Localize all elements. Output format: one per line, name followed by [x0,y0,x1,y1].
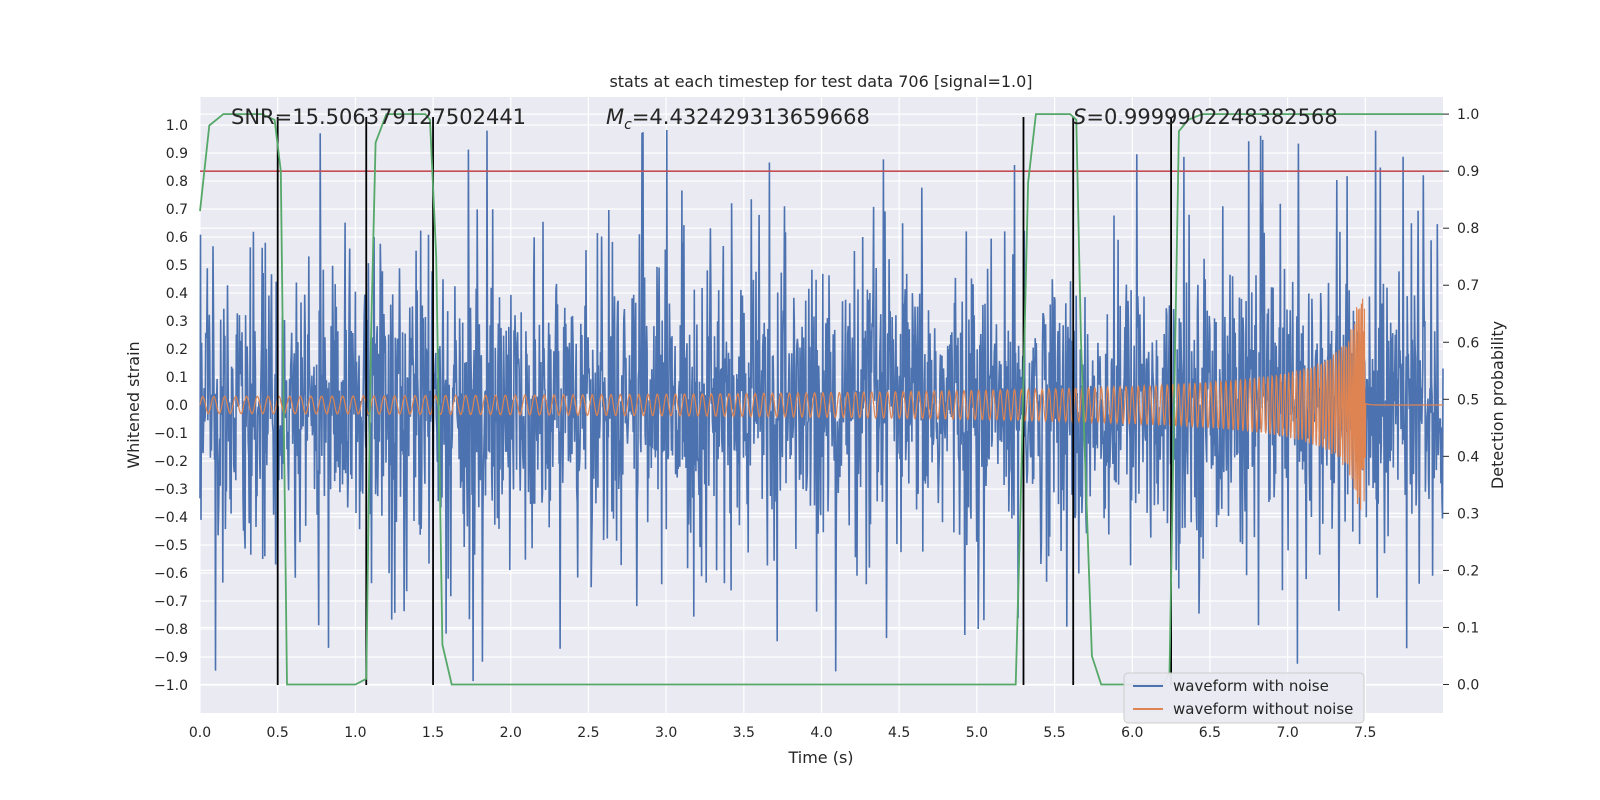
y-tick-label: −0.6 [154,566,188,582]
x-tick-label: 0.5 [267,725,289,741]
chirp-mass-subscript: c [624,117,632,133]
y2-tick-label: 0.5 [1457,392,1479,408]
y2-tick-label: 0.1 [1457,620,1479,636]
x-tick-label: 1.0 [344,725,366,741]
y2-axis-label: Detection probability [1488,321,1507,489]
y-tick-label: 0.4 [166,286,188,302]
x-tick-label: 4.0 [810,725,832,741]
x-tick-label: 3.5 [733,725,755,741]
y-tick-label: 0.8 [166,174,188,190]
x-tick-label: 4.5 [888,725,910,741]
y2-tick-label: 0.7 [1457,278,1479,294]
y-tick-label: −0.2 [154,454,188,470]
x-tick-label: 5.5 [1043,725,1065,741]
y-tick-label: 0.1 [166,370,188,386]
y-tick-label: −0.5 [154,538,188,554]
y2-tick-label: 0.9 [1457,164,1479,180]
y-tick-label: 0.2 [166,342,188,358]
x-tick-label: 7.5 [1354,725,1376,741]
legend-label-noise: waveform with noise [1173,677,1329,695]
x-axis-label: Time (s) [787,748,853,767]
y-tick-label: −0.9 [154,650,188,666]
y2-tick-label: 1.0 [1457,107,1479,123]
legend-box [1123,672,1365,724]
series-waveform-without-noise [199,298,1443,510]
y-tick-label: −1.0 [154,678,188,694]
y2-tick-label: 0.3 [1457,506,1479,522]
chirp-mass-value: =4.432429313659668 [632,105,870,129]
snr-annotation: SNR=15.506379127502441 [231,105,526,129]
y-tick-label: 0.6 [166,230,188,246]
y2-tick-label: 0.6 [1457,335,1479,351]
chart-title: stats at each timestep for test data 706… [609,72,1032,91]
score-symbol: S [1073,105,1086,129]
chirp-mass-annotation: Mc=4.432429313659668 [606,105,870,133]
y-tick-label: 0.0 [166,398,188,414]
x-tick-label: 7.0 [1276,725,1298,741]
y-tick-label: 1.0 [166,118,188,134]
x-tick-label: 0.0 [189,725,211,741]
y-tick-label: 0.3 [166,314,188,330]
y-tick-label: −0.3 [154,482,188,498]
x-tick-label: 2.5 [577,725,599,741]
y-tick-label: −0.7 [154,594,188,610]
y-tick-label: 0.7 [166,202,188,218]
score-value: =0.9999902248382568 [1086,105,1337,129]
x-tick-label: 2.0 [500,725,522,741]
plot-layer [199,113,1444,686]
y2-tick-label: 0.0 [1457,677,1479,693]
y2-tick-label: 0.2 [1457,563,1479,579]
x-tick-label: 1.5 [422,725,444,741]
legend-label-clean: waveform without noise [1173,700,1353,718]
y-axis-label: Whitened strain [124,341,143,468]
y-tick-label: −0.8 [154,622,188,638]
y-tick-label: −0.4 [154,510,188,526]
y-tick-label: 0.5 [166,258,188,274]
tick-labels: 0.0 0.5 1.0 1.5 2.0 2.5 3.0 3.5 4.0 4.5 5.0 5.5 6.0 6… [154,107,1479,741]
y-tick-label: 0.9 [166,146,188,162]
y2-tick-label: 0.4 [1457,449,1479,465]
y-tick-label: −0.1 [154,426,188,442]
series-waveform-with-noise [199,129,1444,682]
x-tick-label: 5.0 [966,725,988,741]
y2-tick-label: 0.8 [1457,221,1479,237]
x-tick-label: 3.0 [655,725,677,741]
x-tick-label: 6.0 [1121,725,1143,741]
x-tick-label: 6.5 [1199,725,1221,741]
score-annotation: S=0.9999902248382568 [1073,105,1338,129]
legend: waveform with noise waveform without noi… [1123,672,1365,724]
chirp-mass-symbol: M [606,105,624,129]
